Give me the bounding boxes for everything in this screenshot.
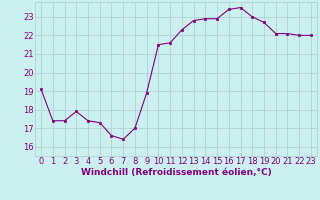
X-axis label: Windchill (Refroidissement éolien,°C): Windchill (Refroidissement éolien,°C) — [81, 168, 271, 177]
